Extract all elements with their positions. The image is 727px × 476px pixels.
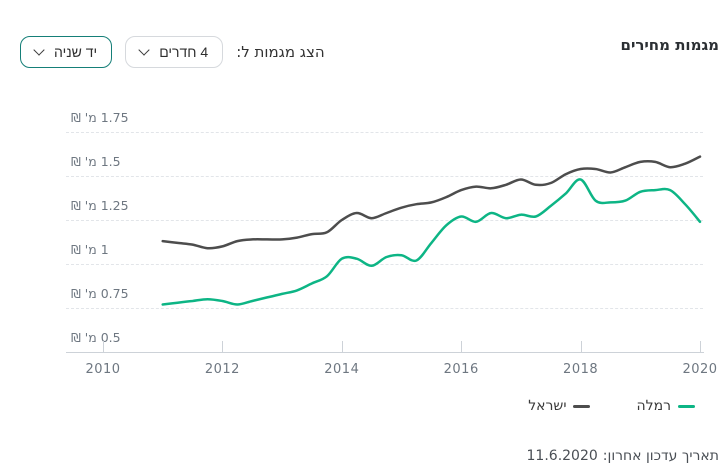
x-axis-label: 2014: [324, 362, 360, 377]
y-axis-label: 0.5 מ' ₪: [71, 330, 121, 345]
rooms-dropdown[interactable]: 4 חדרים: [125, 36, 224, 68]
rooms-dropdown-value: 4 חדרים: [159, 44, 209, 60]
gridline: [66, 308, 703, 309]
x-axis-label: 2020: [682, 362, 718, 377]
x-axis-line: [66, 352, 704, 353]
last-update-note: תאריך עדכון אחרון: 11.6.2020: [527, 448, 719, 464]
gridline: [66, 132, 703, 133]
page-title: מגמות מחירים: [620, 36, 720, 54]
trend-controls: הצג מגמות ל: 4 חדרים יד שניה: [20, 36, 329, 68]
gridline: [66, 264, 703, 265]
y-axis-label: 1.5 מ' ₪: [71, 154, 121, 169]
condition-dropdown-value: יד שניה: [54, 44, 98, 60]
last-update-date: 11.6.2020: [526, 448, 598, 464]
legend-item-ramla: רמלה: [636, 398, 695, 414]
x-axis-label: 2010: [85, 362, 121, 377]
x-axis-tick: [222, 341, 224, 352]
gridline: [66, 220, 703, 221]
y-axis-label: 1.25 מ' ₪: [71, 198, 129, 213]
x-axis-label: 2018: [563, 362, 599, 377]
legend-label-ramla: רמלה: [636, 398, 671, 414]
x-axis-tick: [341, 341, 343, 352]
gridline: [66, 176, 703, 177]
condition-dropdown[interactable]: יד שניה: [20, 36, 113, 68]
chart-legend: רמלה ישראל: [528, 398, 695, 414]
israel-line: [161, 155, 702, 250]
last-update-label: תאריך עדכון אחרון:: [602, 448, 719, 464]
legend-label-israel: ישראל: [528, 398, 567, 414]
ramla-line-swatch-icon: [678, 404, 695, 408]
israel-line-swatch-icon: [573, 404, 591, 408]
ramla-line: [161, 178, 702, 306]
x-axis-tick: [461, 341, 463, 352]
show-trends-for-label: הצג מגמות ל:: [236, 43, 325, 61]
x-axis-tick: [580, 341, 582, 352]
x-axis-label: 2016: [443, 362, 479, 377]
y-axis-label: 1.75 מ' ₪: [71, 110, 129, 125]
x-axis-tick: [103, 341, 104, 352]
legend-item-israel: ישראל: [528, 398, 591, 414]
x-axis-tick: [700, 341, 701, 352]
y-axis-label: 1 מ' ₪: [71, 242, 109, 257]
x-axis-label: 2012: [204, 362, 240, 377]
y-axis-label: 0.75 מ' ₪: [71, 286, 129, 301]
